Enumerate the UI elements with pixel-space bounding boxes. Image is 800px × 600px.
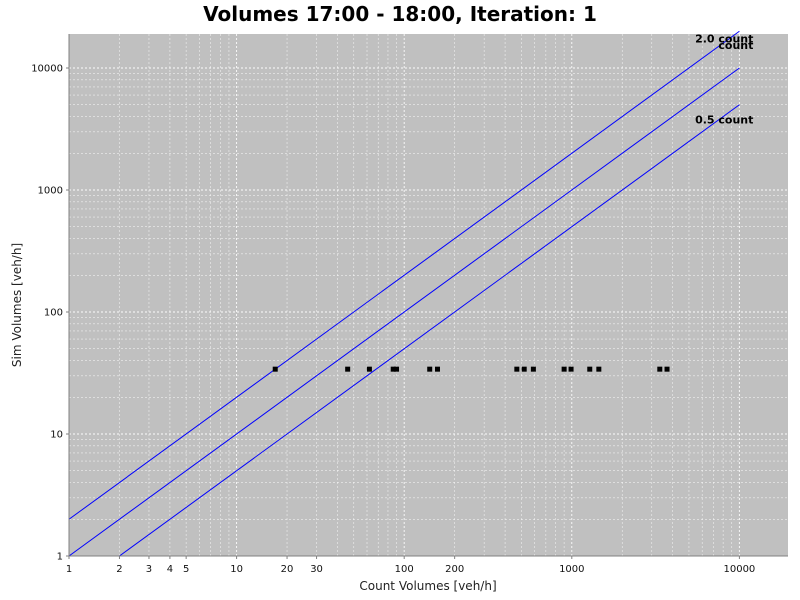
data-points xyxy=(272,366,670,372)
data-point xyxy=(394,366,400,372)
x-tick-label: 5 xyxy=(183,564,189,575)
y-axis-ticks: 1 10 100 1000 10000 xyxy=(31,64,69,563)
x-tick-label: 20 xyxy=(281,564,294,575)
data-point xyxy=(587,366,593,372)
x-tick-label: 30 xyxy=(310,564,323,575)
data-point xyxy=(434,366,440,372)
reference-line-label: count xyxy=(718,39,753,52)
data-point xyxy=(272,366,278,372)
data-point xyxy=(657,366,663,372)
x-tick-label: 10 xyxy=(230,564,243,575)
data-point xyxy=(561,366,567,372)
data-point xyxy=(530,366,536,372)
x-tick-label: 200 xyxy=(445,564,464,575)
reference-line-0-5-count xyxy=(119,104,740,557)
grid-lines xyxy=(68,34,788,557)
y-tick-label: 1000 xyxy=(38,186,63,197)
y-tick-label: 10000 xyxy=(31,64,63,75)
y-tick-label: 1 xyxy=(57,552,63,563)
data-point xyxy=(345,366,351,372)
data-point xyxy=(568,366,574,372)
x-tick-label: 100 xyxy=(395,564,414,575)
x-tick-label: 1000 xyxy=(559,564,584,575)
y-tick-label: 10 xyxy=(50,430,63,441)
data-point xyxy=(514,366,520,372)
data-point xyxy=(427,366,433,372)
x-axis-label: Count Volumes [veh/h] xyxy=(359,579,496,593)
reference-line-count xyxy=(68,67,740,557)
data-point xyxy=(390,366,396,372)
reference-line-2-0-count xyxy=(68,30,740,520)
data-point xyxy=(664,366,670,372)
reference-line-label: 2.0 count xyxy=(695,32,753,45)
reference-line-label: 0.5 count xyxy=(695,114,753,127)
data-point xyxy=(366,366,372,372)
x-tick-label: 10000 xyxy=(723,564,755,575)
x-tick-label: 3 xyxy=(146,564,152,575)
y-axis-label: Sim Volumes [veh/h] xyxy=(10,243,24,367)
x-tick-label: 1 xyxy=(66,564,72,575)
y-tick-label: 100 xyxy=(44,308,63,319)
data-point xyxy=(596,366,602,372)
x-tick-label: 2 xyxy=(116,564,122,575)
chart-title: Volumes 17:00 - 18:00, Iteration: 1 xyxy=(203,2,597,26)
data-point xyxy=(521,366,527,372)
x-tick-label: 4 xyxy=(167,564,173,575)
x-axis-ticks: 1 2 3 4 5 10 20 30 100 200 1000 10000 xyxy=(66,556,755,575)
